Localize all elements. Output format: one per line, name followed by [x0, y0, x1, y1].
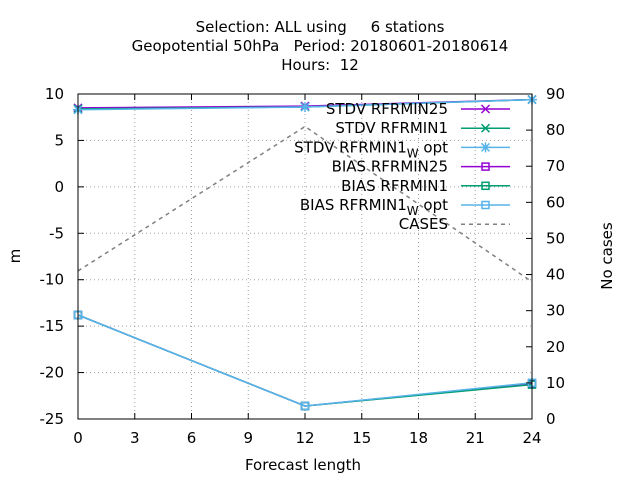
x-tick-label: 24	[522, 429, 541, 447]
legend-label: STDV RFRMIN1	[335, 119, 448, 137]
x-tick-label: 18	[409, 429, 428, 447]
y-tick-label: 0	[54, 178, 64, 196]
y2-tick-label: 70	[546, 157, 565, 175]
legend-marker	[480, 142, 491, 153]
legend-label-suffix: opt	[419, 138, 448, 156]
y2-tick-label: 20	[546, 338, 565, 356]
x-tick-label: 15	[352, 429, 371, 447]
x-tick-label: 3	[130, 429, 140, 447]
y2-axis-label: No cases	[598, 222, 616, 290]
y2-tick-label: 0	[546, 410, 556, 428]
legend-marker	[481, 162, 490, 171]
y2-tick-label: 40	[546, 266, 565, 284]
y-tick-label: -25	[40, 410, 65, 428]
legend-marker	[480, 104, 491, 114]
legend-label-text: BIAS RFRMIN1	[341, 177, 448, 195]
y-tick-label: -15	[40, 317, 65, 335]
cases-layer	[77, 125, 533, 283]
legend-label-text: CASES	[399, 215, 448, 233]
y2-tick-label: 80	[546, 121, 565, 139]
legend-label: STDV RFRMIN25	[326, 100, 448, 118]
legend-label-text: STDV RFRMIN25	[326, 100, 448, 118]
axis-ticks: 0 3 6 9 12 15 18 21 241050-5-10-15-20-2590807060…	[40, 85, 566, 447]
legend-label: BIAS RFRMIN1	[341, 177, 448, 195]
x-tick-label: 12	[295, 429, 314, 447]
y-tick-label: -20	[40, 364, 65, 382]
legend-label-text: BIAS RFRMIN1	[300, 196, 407, 214]
y2-tick-label: 10	[546, 374, 565, 392]
legend-label: BIAS RFRMIN1W opt	[300, 196, 448, 218]
x-tick-label: 21	[466, 429, 485, 447]
x-tick-label: 0	[73, 429, 83, 447]
data-point-2	[300, 102, 310, 112]
x-tick-label: 9	[243, 429, 253, 447]
series-line-6	[77, 125, 533, 283]
legend-label: CASES	[399, 215, 448, 233]
series-line-3	[77, 314, 533, 407]
data-point-5	[300, 401, 310, 411]
y2-tick-label: 30	[546, 302, 565, 320]
y2-tick-label: 90	[546, 85, 565, 103]
legend-label-text: BIAS RFRMIN25	[332, 158, 448, 176]
legend-label-text: STDV RFRMIN1	[335, 119, 448, 137]
y-tick-label: 5	[54, 131, 64, 149]
y2-tick-label: 50	[546, 229, 565, 247]
legend-label-subscript: W	[407, 204, 419, 218]
legend-marker	[480, 123, 491, 133]
chart-title-line-1: Selection: ALL using 6 stations	[195, 18, 445, 36]
y-axis-label: m	[6, 249, 24, 264]
legend-marker	[481, 200, 490, 210]
legend-label: STDV RFRMIN1W opt	[294, 138, 448, 160]
legend-marker	[481, 181, 490, 191]
y-tick-label: -5	[49, 224, 64, 242]
x-axis-label: Forecast length	[245, 456, 361, 474]
series-line-5	[77, 314, 533, 407]
legend-label: BIAS RFRMIN25	[332, 158, 448, 176]
legend-label-suffix: opt	[419, 196, 448, 214]
x-tick-label: 6	[187, 429, 197, 447]
chart-title-line-2: Geopotential 50hPa Period: 20180601-2018…	[131, 37, 509, 55]
y-tick-label: -10	[40, 271, 65, 289]
legend-label-text: STDV RFRMIN1	[294, 138, 407, 156]
legend-label-subscript: W	[407, 146, 419, 160]
series-line-4	[77, 314, 533, 407]
y2-tick-label: 60	[546, 193, 565, 211]
chart-title-line-3: Hours: 12	[281, 56, 359, 74]
y-tick-label: 10	[45, 85, 64, 103]
